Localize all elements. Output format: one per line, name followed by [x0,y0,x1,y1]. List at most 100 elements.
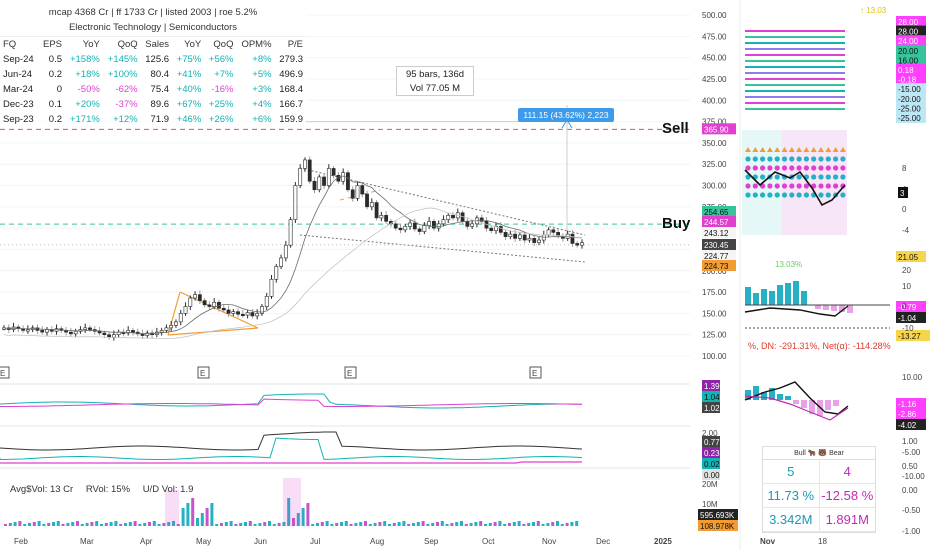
breadth-stripe [745,84,845,86]
candle-body [279,257,283,267]
earnings-marker [197,366,210,379]
oscillator-dot [745,156,751,162]
candle-body [393,223,398,229]
candle-body [260,306,264,314]
volume-tag-bg [698,509,738,520]
candle-body [126,330,131,334]
table-cell: +56% [208,54,234,65]
table-cell: +26% [208,114,234,125]
price-tick-label: 200.00 [702,267,727,276]
volume-bar [421,521,425,526]
volume-bar [186,503,190,526]
volume-tick-label: 10M [702,500,718,509]
bull-bear-tick-label: 0.50 [902,462,918,471]
candle-body [379,215,384,219]
candle-body [274,266,279,280]
oscillator-tag: 3 [900,189,905,198]
price-tag: 224.73 [704,262,729,271]
breadth-tag-bg [896,64,926,75]
mid-bar [815,305,821,309]
volume-bar [176,524,180,526]
volume-bar [148,522,151,526]
volume-bar [114,521,118,526]
volume-bar [191,498,195,526]
breadth-tag: 24.00 [898,37,919,46]
breadth-tag-bg [896,112,926,123]
candle-body [40,330,45,333]
volume-highlight [283,478,301,526]
volume-bar [85,523,89,526]
volume-bar [512,522,516,526]
breadth-stripe [745,36,845,38]
volume-bar [215,524,219,526]
volume-bar [104,523,108,526]
table-cell: Dec-23 [3,99,34,110]
candle-body [83,327,88,330]
volume-bar [119,524,123,526]
low-bar [777,394,783,400]
candle-body [212,301,217,307]
candle-body [341,172,346,182]
breadth-tag-bg [896,83,926,95]
oscillator-dot [781,156,788,162]
breadth-tag-bg [896,16,926,27]
oscillator-dot [825,156,831,162]
table-cell: +100% [107,69,138,80]
price-tick-label: 300.00 [702,182,727,191]
candle-body [2,327,6,330]
breadth-tag: 20.00 [898,47,919,56]
volume-bar [248,521,252,526]
volume-bar [570,522,574,526]
volume-bar [464,524,468,526]
volume-bar [455,522,459,526]
oscillator-tick-label: 0 [902,205,907,214]
candle-body [322,176,326,186]
mid-bar [745,287,751,305]
oscillator-dot [760,174,766,180]
mid-bar [793,281,799,305]
breadth-tag: -20.00 [898,95,921,104]
volume-bar [565,523,569,526]
bull-bear-tick-label: 0.00 [902,486,918,495]
candle-body [412,222,417,230]
table-cell: 279.3 [279,54,303,65]
indicator-tag-bg [702,391,720,402]
bear-value: 4 [818,460,876,483]
volume-bar [124,523,127,526]
column-header: Sales [145,39,170,50]
low-tag: -4.02 [898,421,917,430]
volume-bar [407,524,411,526]
volume-bar [488,523,492,526]
volume-bar [229,521,233,526]
oscillator-dot [774,156,780,162]
candle-body [369,202,374,208]
mid-bar [785,283,791,305]
column-header: OPM% [241,39,272,50]
volume-bar [292,518,295,526]
volume-bar [205,508,209,526]
volume-bar [133,521,137,526]
candle-body [221,307,226,311]
volume-bar [172,521,175,526]
volume-bar [498,521,502,526]
low-bar [785,396,791,400]
oscillator-dot [818,156,824,162]
oscillator-dot [825,183,831,189]
mid-bar [823,305,829,310]
bull-bear-tick-label: -1.00 [902,527,921,536]
fundamentals-header: mcap 4368 Cr | ff 1733 Cr | listed 2003 … [48,7,258,18]
oscillator-dot [781,183,788,189]
candle-body [293,185,298,220]
column-header: QoQ [213,39,234,50]
breadth-stripe [745,90,845,92]
oscillator-dot [796,192,802,198]
table-cell: +7% [214,69,234,80]
indicator-tag-bg [702,380,720,391]
column-header: YoY [184,39,202,50]
mid-tick-label: 0 [902,302,907,311]
low-bar [809,400,815,414]
low-bar [745,390,751,400]
indicator-tag: 0.02 [704,460,720,469]
table-cell: 0.2 [48,69,63,80]
volume-bar [143,523,147,526]
